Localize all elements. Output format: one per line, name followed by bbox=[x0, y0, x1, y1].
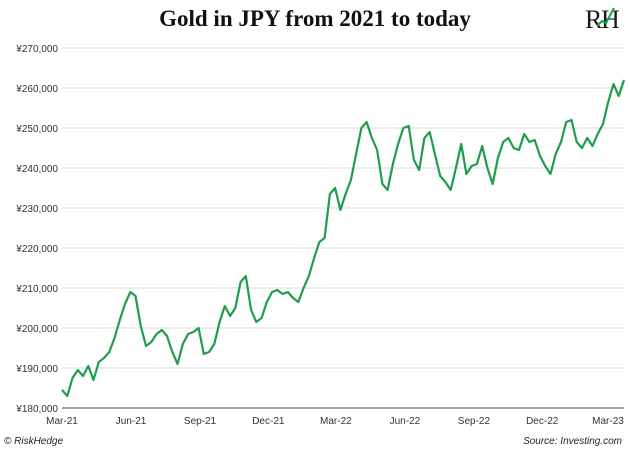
chart-title: Gold in JPY from 2021 to today bbox=[159, 6, 471, 31]
y-tick-label: ¥270,000 bbox=[15, 44, 58, 55]
riskhedge-logo: R H bbox=[585, 5, 620, 34]
y-tick-label: ¥240,000 bbox=[15, 164, 58, 175]
x-tick-label: Mar-21 bbox=[46, 416, 78, 427]
y-tick-label: ¥200,000 bbox=[15, 324, 58, 335]
gold-price-series-line bbox=[61, 79, 626, 398]
y-tick-label: ¥210,000 bbox=[15, 284, 58, 295]
x-tick-label: Sep-22 bbox=[458, 416, 491, 427]
x-tick-label: Dec-22 bbox=[526, 416, 559, 427]
source-text: Source: Investing.com bbox=[523, 436, 622, 447]
x-tick-label: Jun-22 bbox=[390, 416, 421, 427]
y-tick-label: ¥260,000 bbox=[15, 84, 58, 95]
y-tick-label: ¥230,000 bbox=[15, 204, 58, 215]
x-tick-label: Mar-22 bbox=[320, 416, 352, 427]
x-tick-label: Sep-21 bbox=[184, 416, 217, 427]
x-tick-label: Dec-21 bbox=[252, 416, 285, 427]
y-tick-label: ¥180,000 bbox=[15, 404, 58, 415]
grid-lines bbox=[62, 47, 624, 409]
y-axis: ¥180,000 ¥190,000 ¥200,000 ¥210,000 ¥220,000… bbox=[15, 44, 58, 415]
x-axis: Mar-21 Jun-21 Sep-21 Dec-21 Mar-22 Jun-22 Sep-… bbox=[46, 416, 624, 427]
svg-text:R: R bbox=[585, 5, 603, 34]
x-tick-label: Mar-23 bbox=[592, 416, 624, 427]
x-tick-label: Jun-21 bbox=[116, 416, 147, 427]
y-tick-label: ¥220,000 bbox=[15, 244, 58, 255]
copyright-text: © RiskHedge bbox=[4, 436, 64, 447]
y-tick-label: ¥190,000 bbox=[15, 364, 58, 375]
svg-text:H: H bbox=[601, 5, 620, 34]
y-tick-label: ¥250,000 bbox=[15, 124, 58, 135]
series-group bbox=[61, 79, 626, 398]
